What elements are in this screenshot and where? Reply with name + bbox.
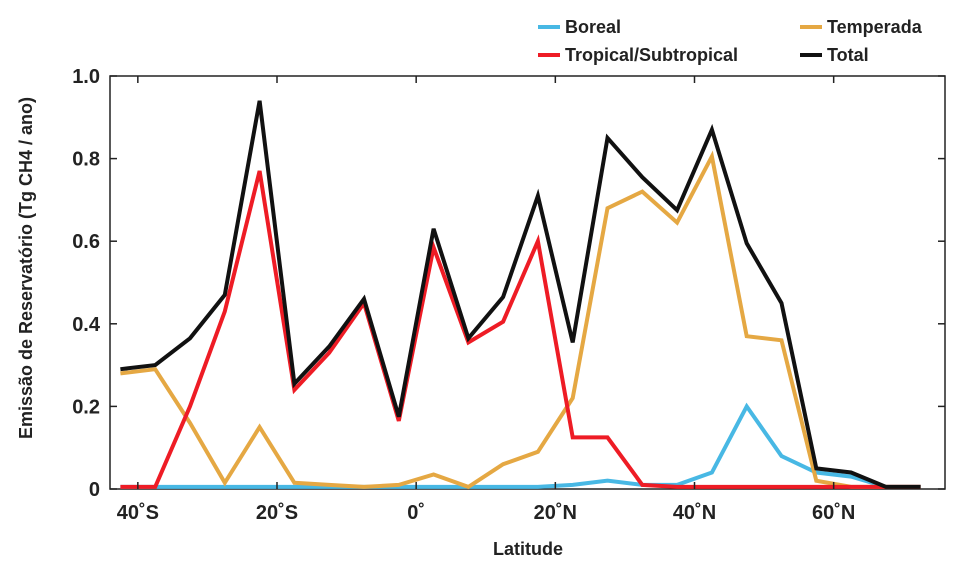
y-tick-label: 0.4 [72, 314, 101, 336]
legend-label: Boreal [565, 17, 621, 37]
x-tick-label: 0˚ [407, 501, 425, 524]
plot-border [109, 75, 946, 490]
series-line-boreal [120, 402, 921, 489]
x-tick-label: 40˚N [673, 501, 716, 524]
x-tick-label: 20˚N [534, 501, 577, 524]
legend: Boreal Temperada Tropical/Subtropical Total [538, 17, 923, 65]
series-line-temperada [120, 150, 921, 490]
series-line-tropical-subtropical [120, 170, 921, 489]
y-tick-label: 0.2 [72, 396, 100, 418]
y-tick-label: 0.6 [72, 231, 100, 253]
legend-label: Tropical/Subtropical [565, 45, 738, 65]
legend-label: Total [827, 45, 869, 65]
x-tick-label: 60˚N [812, 501, 855, 524]
series-line-total [120, 100, 921, 489]
plot-frame [109, 75, 946, 490]
x-tick-label: 40˚S [117, 501, 159, 524]
legend-label: Temperada [827, 17, 923, 37]
y-tick-label: 1.0 [72, 66, 100, 88]
x-axis-label: Latitude [493, 539, 563, 559]
series-layer [120, 100, 921, 490]
x-tick-label: 20˚S [256, 501, 298, 524]
y-tick-label: 0.8 [72, 149, 100, 171]
y-tick-label: 0 [89, 479, 100, 501]
y-axis-label: Emissão de Reservatório (Tg CH4 / ano) [16, 97, 36, 439]
ticks-layer: 0 0.2 0.4 0.6 0.8 1.0 40˚S 20˚S 0˚ 20˚N 40˚N 60˚N [72, 66, 945, 524]
